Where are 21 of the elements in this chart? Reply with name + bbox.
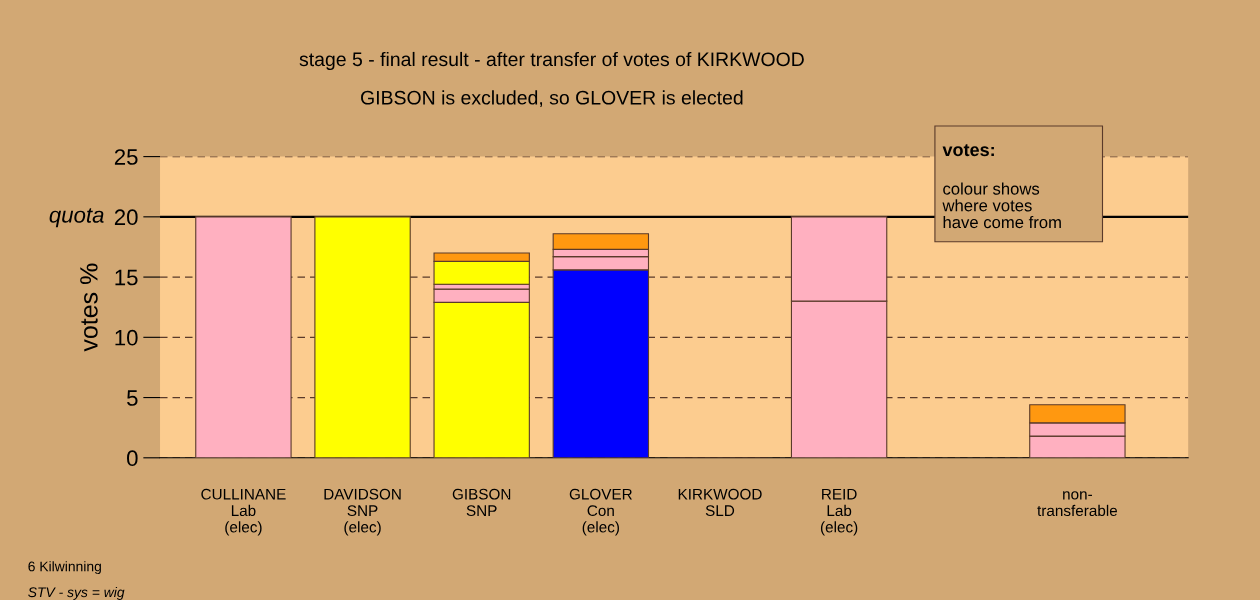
y-tick-label: 20	[114, 209, 138, 226]
y-tick-label: 15	[115, 269, 138, 286]
x-tick-label: GIBSON SNP	[452, 488, 511, 517]
text: votes:	[942, 144, 994, 157]
y-tick-label: 25	[114, 149, 138, 165]
annotation: colour shows where votes have come from	[942, 182, 1061, 229]
chart-title: stage 5 - final result - after transfer of votes of KIRKWOOD	[299, 51, 804, 71]
chart-subtitle: GIBSON is excluded, so GLOVER is elected	[361, 90, 743, 107]
x-tick-label: KIRKWOOD SLD	[678, 488, 762, 517]
y-tick-label: 10	[115, 329, 138, 346]
text: STV - sys = wig	[28, 586, 125, 600]
x-tick-label: non- transferable	[1037, 491, 1118, 517]
y-tick-label: 5	[127, 390, 138, 406]
x-tick-label: DAVIDSON SNP (elec)	[324, 488, 401, 536]
text: 6 Kilwinning	[28, 561, 101, 575]
y-tick-label: 0	[127, 450, 138, 467]
ref-line-label: quota	[49, 208, 104, 228]
x-tick-label: CULLINANE Lab (elec)	[201, 488, 286, 536]
x-tick-label: REID Lab (elec)	[820, 488, 858, 536]
y-axis-title: votes %	[80, 263, 98, 352]
x-tick-label: GLOVER Con (elec)	[569, 488, 632, 536]
